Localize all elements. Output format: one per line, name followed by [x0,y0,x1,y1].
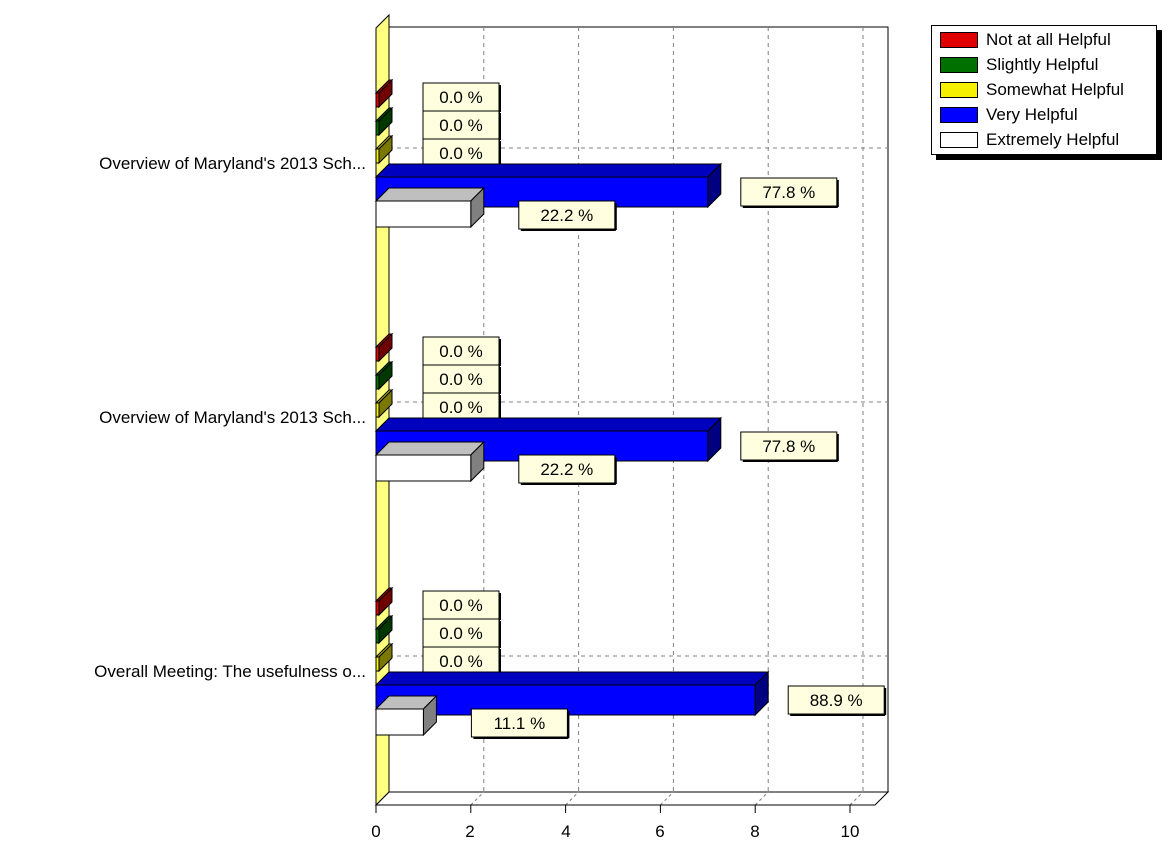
data-label-box [422,82,500,112]
legend-item: Very Helpful [940,104,1078,126]
legend-item: Somewhat Helpful [940,79,1124,101]
data-label: 22.2 % [540,206,593,225]
bar [375,120,380,136]
data-label: 0.0 % [439,116,482,135]
x-tick-label: 6 [655,822,665,841]
bar [375,200,472,228]
bar [375,374,380,390]
data-label: 77.8 % [762,437,815,456]
x-tick-label: 2 [465,822,475,841]
data-label: 77.8 % [762,183,815,202]
data-label: 0.0 % [439,652,482,671]
bar [375,402,380,418]
legend-label: Slightly Helpful [986,55,1099,74]
legend-item: Slightly Helpful [940,54,1098,76]
bar-top [374,671,770,686]
bar-top [374,163,723,178]
x-tick-label: 8 [750,822,760,841]
legend-label: Not at all Helpful [986,30,1111,49]
bar [375,656,380,672]
data-label: 22.2 % [540,460,593,479]
data-label: 0.0 % [439,596,482,615]
legend-label: Somewhat Helpful [986,80,1124,99]
legend-swatch [940,107,978,123]
x-tick-label: 0 [371,822,381,841]
legend-swatch [940,32,978,48]
bar [375,600,380,616]
bar [375,454,472,482]
legend-swatch [940,132,978,148]
category-label: Overview of Maryland's 2013 Sch... [99,154,366,173]
plot-floor [374,791,890,806]
category-label: Overall Meeting: The usefulness o... [94,662,366,681]
bar [375,92,380,108]
data-label-box [422,392,500,422]
data-label: 0.0 % [439,370,482,389]
x-tick-label: 4 [561,822,571,841]
data-label: 0.0 % [439,342,482,361]
legend-swatch [940,57,978,73]
data-label: 0.0 % [439,144,482,163]
chart-legend: Not at all Helpful Slightly Helpful Some… [931,25,1157,155]
legend-swatch [940,82,978,98]
bar [375,148,380,164]
data-label: 11.1 % [494,714,546,733]
bar-top [374,441,486,456]
bar [375,346,380,362]
data-label: 0.0 % [439,88,482,107]
data-label-box [422,364,500,394]
x-tick-label: 10 [840,822,860,841]
data-label-box [422,138,500,168]
bar-top [374,187,486,202]
data-label-box [422,618,500,648]
bar [375,628,380,644]
legend-item: Not at all Helpful [940,29,1111,51]
bar-group: 0.0 % 0.0 % 0.0 % 77.8 % 22.2 % [374,332,839,485]
bar-top [374,417,723,432]
data-label: 0.0 % [439,624,482,643]
data-label-box [518,200,616,230]
data-label: 0.0 % [439,398,482,417]
data-label-box [518,454,616,484]
bar-group: 0.0 % 0.0 % 0.0 % 77.8 % 22.2 % [374,78,839,231]
data-label: 88.9 % [810,691,863,710]
data-label-box [470,708,568,738]
bar [375,708,424,736]
legend-item: Extremely Helpful [940,129,1119,151]
legend-label: Very Helpful [986,105,1078,124]
legend-label: Extremely Helpful [986,130,1120,149]
bar-group: 0.0 % 0.0 % 0.0 % 88.9 % 11.1 % [374,586,887,739]
category-label: Overview of Maryland's 2013 Sch... [99,408,366,427]
